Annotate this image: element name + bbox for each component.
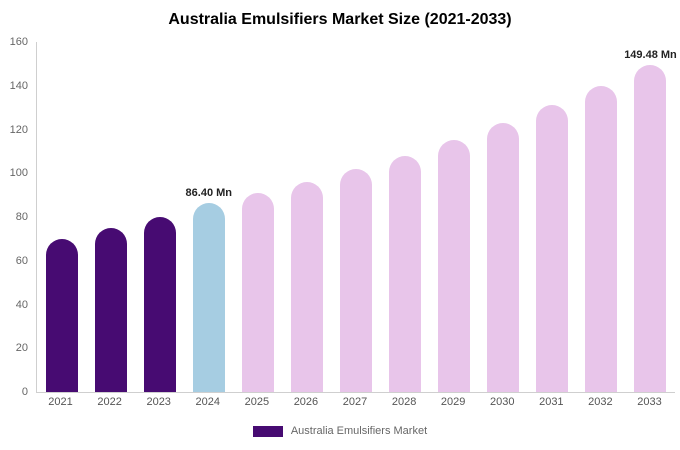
- bar-2026: [290, 182, 323, 392]
- bar-slot: [479, 42, 528, 392]
- bar-slot: [577, 42, 626, 392]
- bar-2024: [192, 203, 225, 392]
- y-tick-label: 80: [15, 211, 28, 223]
- x-tick-label: 2031: [539, 396, 564, 408]
- bar-2032: [585, 85, 618, 392]
- y-tick-label: 120: [9, 123, 28, 136]
- x-tick-label: 2032: [588, 396, 613, 408]
- x-tick-label: 2029: [440, 396, 466, 408]
- legend-label: Australia Emulsifiers Market: [290, 425, 428, 437]
- y-axis-labels: 0 20 40 60 80 100 120 140 160: [0, 36, 32, 398]
- y-tick-label: 40: [15, 298, 28, 311]
- y-tick-label: 60: [15, 254, 28, 267]
- x-axis-labels: 2021 2022 2023 2024 2025 2026 2027 2028 2029 2030…: [36, 396, 674, 408]
- x-tick-label: 2021: [48, 396, 73, 408]
- x-tick-label: 2028: [391, 396, 417, 408]
- bar-slot: [135, 42, 184, 392]
- bar-slot: [37, 42, 86, 392]
- y-tick-label: 20: [15, 342, 28, 355]
- x-tick-label: 2022: [97, 396, 122, 408]
- bar-2027: [340, 168, 372, 392]
- x-tick-label: 2027: [342, 396, 368, 408]
- x-tick-label: 2030: [490, 396, 515, 408]
- legend: Australia Emulsifiers Market: [0, 425, 680, 437]
- bar-2025: [241, 192, 274, 392]
- x-tick-label: 2025: [244, 396, 270, 408]
- x-tick-label: 2033: [637, 396, 662, 408]
- bar-2033: [634, 65, 667, 392]
- bar-slot: 149.48 Mn: [624, 42, 677, 392]
- bar-slot: [528, 42, 577, 392]
- y-tick-label: 100: [9, 167, 28, 180]
- plot-area: 86.40 Mn 149.48 Mn: [36, 42, 677, 393]
- x-tick-label: 2024: [195, 396, 221, 408]
- bar-2021: [45, 238, 78, 392]
- y-tick-label: 140: [9, 79, 28, 92]
- x-tick-label: 2023: [146, 396, 171, 408]
- y-tick-label: 160: [9, 36, 28, 48]
- bar-2029: [438, 140, 471, 392]
- bar-value-label: 86.40 Mn: [185, 187, 232, 199]
- bar-slot: 86.40 Mn: [184, 42, 233, 392]
- bar-2023: [143, 217, 176, 392]
- bar-slot: [381, 42, 430, 392]
- bar-slot: [86, 42, 135, 392]
- bar-2031: [536, 105, 569, 392]
- bar-2028: [389, 155, 422, 392]
- bar-2022: [94, 227, 127, 392]
- bar-slot: [331, 42, 380, 392]
- chart-title: Australia Emulsifiers Market Size (2021-…: [168, 11, 512, 28]
- y-tick-label: 0: [21, 386, 28, 398]
- bar-slot: [282, 42, 331, 392]
- bar-slot: [233, 42, 282, 392]
- x-tick-label: 2026: [293, 396, 319, 408]
- legend-swatch: [252, 425, 283, 437]
- bar-slot: [430, 42, 479, 392]
- bar-2030: [487, 122, 520, 392]
- bar-value-label: 149.48 Mn: [624, 49, 677, 62]
